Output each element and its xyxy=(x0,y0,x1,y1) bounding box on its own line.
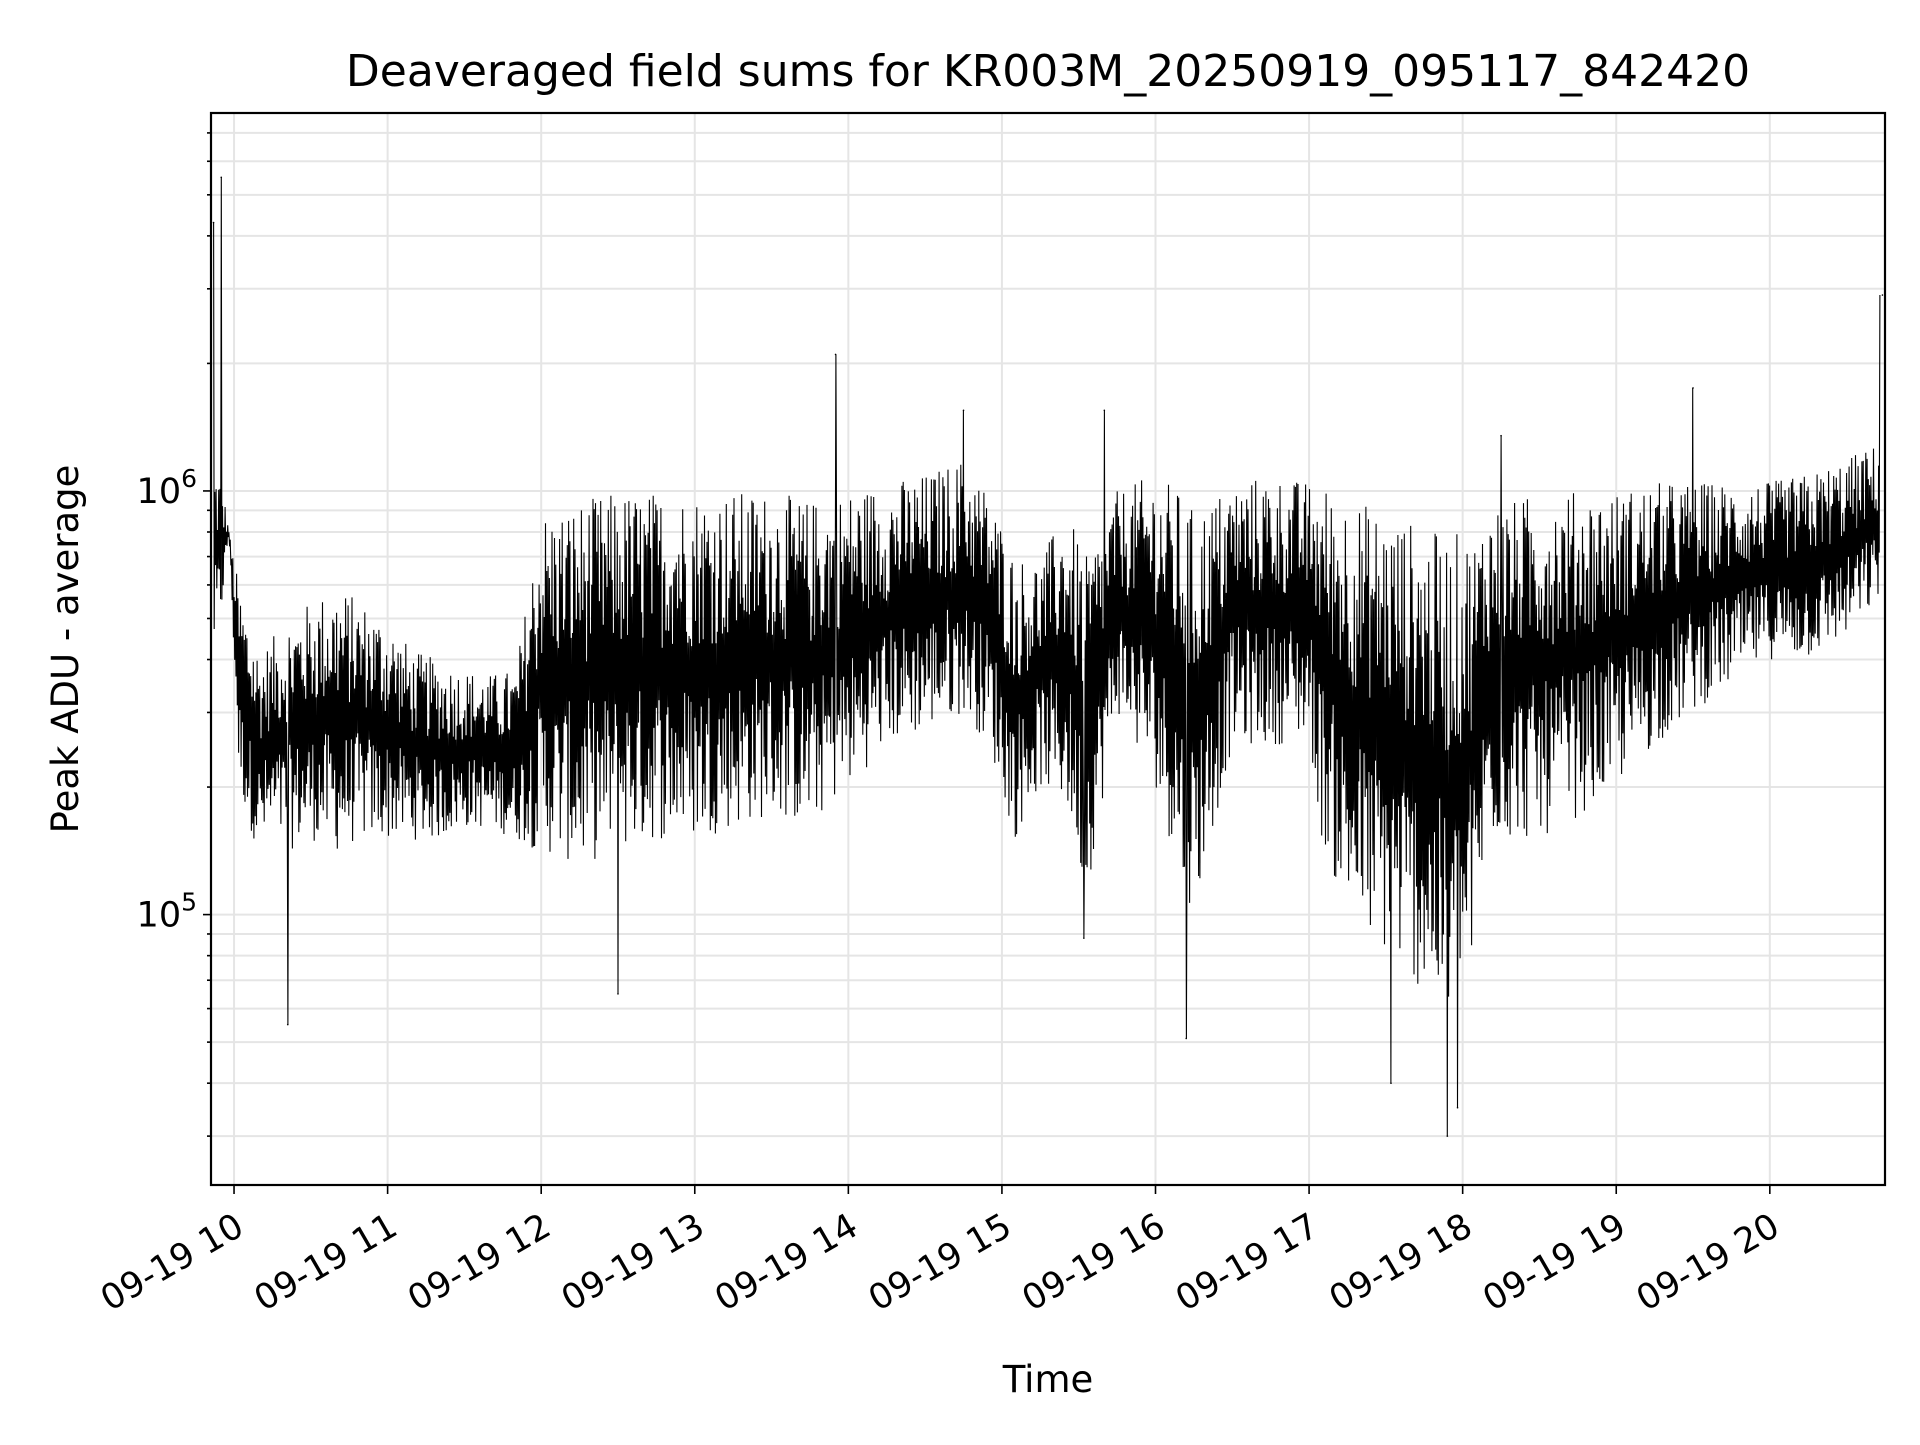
chart-title: Deaveraged field sums for KR003M_2025091… xyxy=(346,46,1750,97)
spike-point xyxy=(834,353,837,356)
y-axis: 105 106 xyxy=(137,132,211,1137)
dip-point xyxy=(1456,1106,1459,1109)
dip-point xyxy=(1446,1135,1449,1137)
spike-point xyxy=(1881,294,1884,296)
y-tick-label: 106 xyxy=(137,464,197,512)
dip-point xyxy=(1083,937,1085,939)
plot-frame xyxy=(209,111,1887,1187)
y-tick-label: 105 xyxy=(137,888,197,936)
spike-point xyxy=(962,409,965,412)
dip-point xyxy=(617,993,619,995)
spike-point xyxy=(220,176,223,179)
spike-point xyxy=(1103,409,1106,412)
y-axis-label: Peak ADU - average xyxy=(44,465,87,834)
x-axis-label: Time xyxy=(1002,1358,1094,1401)
spike-point xyxy=(1692,387,1694,389)
spike-point xyxy=(212,221,215,224)
spike-point xyxy=(1500,434,1502,437)
dip-point xyxy=(1390,1082,1392,1084)
dip-point xyxy=(286,1023,289,1026)
data-layer xyxy=(212,176,1884,1137)
series-line xyxy=(213,177,1881,1137)
dip-point xyxy=(1185,1037,1188,1040)
